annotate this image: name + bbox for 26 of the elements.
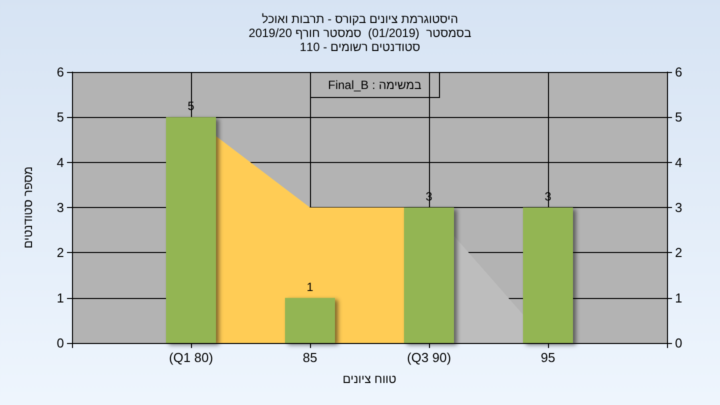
- x-tick-label: 95: [540, 350, 556, 365]
- annotation: במשימה : Final_B: [328, 78, 422, 92]
- y-tick-label: 1: [56, 290, 64, 306]
- y2-tick-label: 6: [675, 64, 682, 80]
- chart-title: היסטוגרמת ציונים בקורס - תרבות ואוכל: [262, 12, 458, 26]
- chart-subtitle: בסמסטר (01/2019) סמסטר חורף 2019/20 סטודנטים רשומים - 110: [248, 26, 472, 54]
- y2-tick-label: 4: [675, 154, 682, 170]
- x-tick-label: (Q1 80): [168, 350, 214, 365]
- y2-tick-label: 2: [675, 245, 682, 260]
- y2-tick-label: 0: [675, 336, 682, 350]
- data-label: 1: [306, 280, 314, 294]
- y-tick-label: 4: [56, 154, 64, 170]
- y-axis-title: מספר סטודנטים: [21, 166, 35, 249]
- y2-tick-label: 1: [675, 290, 682, 306]
- y-tick-label: 3: [56, 200, 64, 215]
- y2-tick-label: 3: [675, 200, 682, 215]
- bar: [285, 298, 335, 343]
- x-tick-label: 85: [302, 350, 318, 365]
- y2-tick-label: 5: [675, 110, 682, 125]
- bar: [166, 117, 216, 343]
- x-axis-title: טווח ציונים: [342, 372, 397, 386]
- y-tick-label: 2: [56, 245, 64, 260]
- y-tick-label: 5: [56, 110, 64, 125]
- x-tick-label: (Q3 90): [406, 350, 452, 365]
- y-tick-label: 6: [56, 64, 64, 80]
- y-tick-label: 0: [56, 336, 64, 350]
